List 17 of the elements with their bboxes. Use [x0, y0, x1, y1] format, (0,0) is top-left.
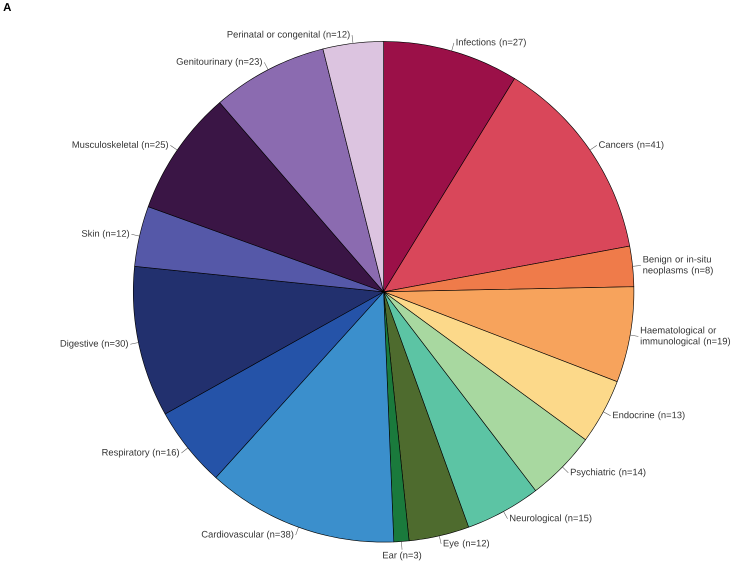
slice-label: Digestive (n=30): [60, 340, 128, 349]
slice-label: Genitourinary (n=23): [176, 58, 262, 67]
slice-label: Cancers (n=41): [599, 141, 664, 150]
slice-label: Cardiovascular (n=38): [202, 530, 294, 540]
slice-label: Skin (n=12): [82, 230, 130, 239]
slice-label: Infections (n=27): [456, 38, 526, 48]
slice-label: Perinatal or congenital (n=12): [228, 30, 350, 40]
slice-label: Benign or in-situ neoplasms (n=8): [643, 256, 713, 276]
slice-label: Endocrine (n=13): [613, 411, 685, 420]
slice-label: Neurological (n=15): [510, 514, 592, 524]
text: A: [3, 3, 12, 12]
slice-label: Haematological or immunological (n=19): [640, 326, 730, 346]
slice-label: Psychiatric (n=14): [570, 468, 646, 478]
slice-label: Ear (n=3): [383, 552, 422, 560]
slice-label: Respiratory (n=16): [102, 448, 180, 458]
slice-label: Eye (n=12): [444, 540, 490, 548]
slice-label: Musculoskeletal (n=25): [72, 141, 168, 150]
